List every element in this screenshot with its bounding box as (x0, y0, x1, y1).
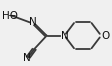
Text: N: N (23, 53, 31, 63)
Text: N: N (29, 17, 37, 27)
Text: O: O (102, 31, 110, 41)
Text: N: N (61, 31, 68, 41)
Text: −: − (8, 11, 17, 22)
Text: HO: HO (2, 11, 18, 21)
